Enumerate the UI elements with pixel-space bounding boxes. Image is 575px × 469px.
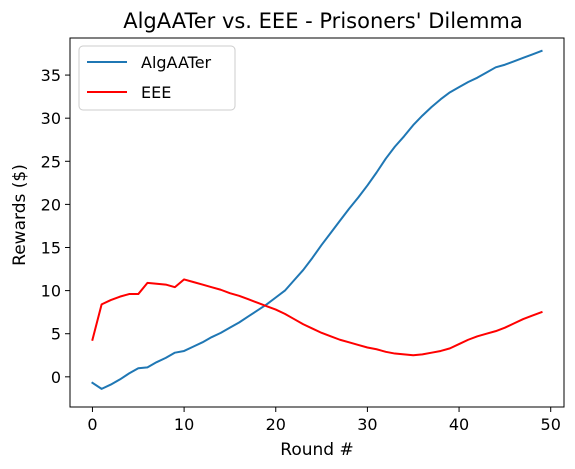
series-line-algaater: [91, 49, 543, 390]
y-tick-label: 25: [41, 152, 61, 171]
y-tick-label: 0: [51, 368, 61, 387]
y-tick-label: 20: [41, 195, 61, 214]
x-tick-label: 30: [357, 415, 377, 434]
x-tick-label: 20: [266, 415, 286, 434]
x-tick-label: 0: [87, 415, 97, 434]
legend: AlgAATer EEE: [78, 45, 236, 111]
series-line-eee: [91, 278, 543, 357]
x-tick-label: 50: [541, 415, 561, 434]
x-axis-label: Round #: [280, 440, 353, 460]
y-tick-label: 10: [41, 282, 61, 301]
y-axis-label: Rewards ($): [10, 164, 30, 266]
legend-label-eee: EEE: [141, 83, 171, 102]
plot-frame: [69, 37, 565, 408]
y-tick-label: 15: [41, 239, 61, 258]
plot-area: 0 10 20 30 40 50 0 5 10 15 20 25 30 35: [41, 37, 565, 434]
y-tick-label: 5: [51, 325, 61, 344]
chart-title: AlgAATer vs. EEE - Prisoners' Dilemma: [123, 9, 523, 33]
legend-label-algaater: AlgAATer: [141, 53, 212, 72]
y-tick-label: 30: [41, 109, 61, 128]
y-tick-label: 35: [41, 66, 61, 85]
x-tick-label: 40: [449, 415, 469, 434]
x-tick-label: 10: [174, 415, 194, 434]
